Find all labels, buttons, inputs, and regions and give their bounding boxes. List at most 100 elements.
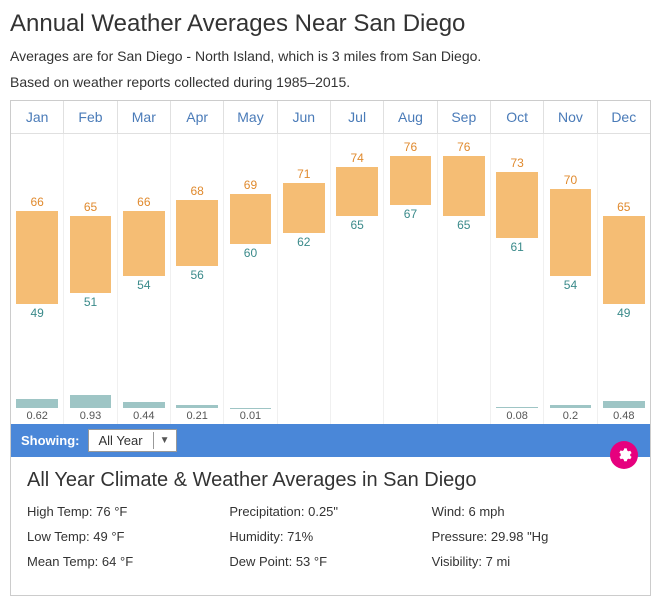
- precip-bar: [603, 401, 645, 408]
- precip-label: 0.44: [118, 410, 170, 424]
- precip-label: 0.21: [171, 410, 223, 424]
- summary-col-3: Wind: 6 mph Pressure: 29.98 "Hg Visibility…: [432, 504, 634, 579]
- month-col-mar: 66 54 0.44: [118, 134, 171, 424]
- low-temp-label: 67: [384, 207, 436, 221]
- summary-stat: Precipitation: 0.25": [229, 504, 431, 519]
- precip-label: 0.93: [64, 410, 116, 424]
- stat-key: Dew Point:: [229, 554, 292, 569]
- stat-value: 71%: [287, 529, 313, 544]
- stat-key: Visibility:: [432, 554, 482, 569]
- precip-label: 0.08: [491, 410, 543, 424]
- precip-label: 0.2: [544, 410, 596, 424]
- stat-key: Mean Temp:: [27, 554, 98, 569]
- temp-range-bar: [16, 211, 58, 304]
- summary-stat: Visibility: 7 mi: [432, 554, 634, 569]
- low-temp-label: 62: [278, 235, 330, 249]
- chart-area: 66490.6265510.9366540.4468560.2169600.01…: [11, 134, 650, 424]
- stat-value: 64 °F: [102, 554, 133, 569]
- stat-value: 29.98 "Hg: [491, 529, 548, 544]
- summary-stat: Wind: 6 mph: [432, 504, 634, 519]
- high-temp-label: 66: [11, 195, 63, 209]
- low-temp-label: 51: [64, 295, 116, 309]
- subtitle-location: Averages are for San Diego - North Islan…: [10, 48, 651, 64]
- high-temp-label: 65: [598, 200, 650, 214]
- summary-col-2: Precipitation: 0.25" Humidity: 71% Dew Poi…: [229, 504, 431, 579]
- period-select-value: All Year: [89, 430, 153, 451]
- month-col-feb: 65 51 0.93: [64, 134, 117, 424]
- low-temp-label: 54: [118, 278, 170, 292]
- summary-panel: All Year Climate & Weather Averages in S…: [11, 457, 650, 595]
- months-header-row: JanFebMarAprMayJunJulAugSepOctNovDec: [11, 101, 650, 134]
- temp-range-bar: [336, 167, 378, 216]
- high-temp-label: 71: [278, 167, 330, 181]
- temp-range-bar: [70, 216, 112, 293]
- low-temp-label: 49: [598, 306, 650, 320]
- month-header-jan[interactable]: Jan: [11, 101, 64, 133]
- stat-key: Precipitation:: [229, 504, 304, 519]
- stat-key: Pressure:: [432, 529, 488, 544]
- chevron-down-icon: ▼: [153, 432, 176, 449]
- gear-icon[interactable]: [610, 441, 638, 469]
- showing-label: Showing:: [21, 433, 80, 448]
- stat-value: 76 °F: [96, 504, 127, 519]
- summary-col-1: High Temp: 76 °FLow Temp: 49 °FMean Temp…: [27, 504, 229, 579]
- month-header-jul[interactable]: Jul: [331, 101, 384, 133]
- month-header-apr[interactable]: Apr: [171, 101, 224, 133]
- month-col-nov: 70 54 0.2: [544, 134, 597, 424]
- high-temp-label: 70: [544, 173, 596, 187]
- month-header-may[interactable]: May: [224, 101, 277, 133]
- temp-range-bar: [176, 200, 218, 266]
- precip-bar: [550, 405, 592, 408]
- summary-stat: Mean Temp: 64 °F: [27, 554, 229, 569]
- month-header-sep[interactable]: Sep: [438, 101, 491, 133]
- month-col-oct: 73 61 0.08: [491, 134, 544, 424]
- stat-key: Low Temp:: [27, 529, 90, 544]
- temp-range-bar: [230, 194, 272, 243]
- month-col-may: 69600.01: [224, 134, 277, 424]
- high-temp-label: 76: [384, 140, 436, 154]
- stat-value: 7 mi: [486, 554, 511, 569]
- showing-bar: Showing: All Year ▼: [11, 424, 650, 457]
- precip-bar: [16, 399, 58, 408]
- precip-label: 0.48: [598, 410, 650, 424]
- high-temp-label: 73: [491, 156, 543, 170]
- month-header-jun[interactable]: Jun: [278, 101, 331, 133]
- summary-grid: High Temp: 76 °FLow Temp: 49 °FMean Temp…: [27, 504, 634, 579]
- summary-stat: Dew Point: 53 °F: [229, 554, 431, 569]
- period-select[interactable]: All Year ▼: [88, 429, 177, 452]
- high-temp-label: 66: [118, 195, 170, 209]
- temp-range-bar: [550, 189, 592, 277]
- low-temp-label: 61: [491, 240, 543, 254]
- month-col-apr: 68560.21: [171, 134, 224, 424]
- month-col-sep: 7665: [438, 134, 491, 424]
- precip-label: 0.01: [224, 410, 276, 424]
- month-header-dec[interactable]: Dec: [598, 101, 650, 133]
- summary-stat: Humidity: 71%: [229, 529, 431, 544]
- high-temp-label: 65: [64, 200, 116, 214]
- low-temp-label: 65: [438, 218, 490, 232]
- temp-range-bar: [443, 156, 485, 216]
- weather-chart: JanFebMarAprMayJunJulAugSepOctNovDec 66 4…: [10, 100, 651, 596]
- month-col-aug: 76 67: [384, 134, 437, 424]
- subtitle-source: Based on weather reports collected durin…: [10, 74, 651, 90]
- month-header-mar[interactable]: Mar: [118, 101, 171, 133]
- low-temp-label: 60: [224, 246, 276, 260]
- month-col-dec: 65 49 0.48: [598, 134, 650, 424]
- month-header-nov[interactable]: Nov: [544, 101, 597, 133]
- stat-value: 53 °F: [296, 554, 327, 569]
- month-header-oct[interactable]: Oct: [491, 101, 544, 133]
- temp-range-bar: [283, 183, 325, 232]
- summary-stat: Pressure: 29.98 "Hg: [432, 529, 634, 544]
- low-temp-label: 54: [544, 278, 596, 292]
- temp-range-bar: [123, 211, 165, 277]
- summary-title: All Year Climate & Weather Averages in S…: [27, 469, 634, 492]
- month-header-aug[interactable]: Aug: [384, 101, 437, 133]
- temp-range-bar: [496, 172, 538, 238]
- stat-value: 6 mph: [469, 504, 505, 519]
- month-header-feb[interactable]: Feb: [64, 101, 117, 133]
- high-temp-label: 74: [331, 151, 383, 165]
- low-temp-label: 49: [11, 306, 63, 320]
- month-col-jun: 71 62: [278, 134, 331, 424]
- low-temp-label: 56: [171, 268, 223, 282]
- month-col-jul: 7465: [331, 134, 384, 424]
